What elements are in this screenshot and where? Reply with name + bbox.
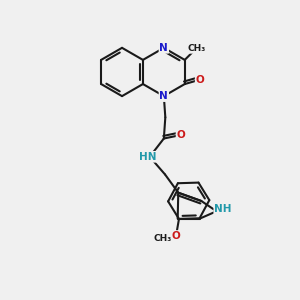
Text: O: O	[176, 130, 185, 140]
Text: O: O	[172, 231, 180, 241]
Text: O: O	[196, 75, 204, 85]
Text: CH₃: CH₃	[153, 234, 171, 243]
Text: NH: NH	[214, 204, 232, 214]
Text: N: N	[160, 43, 168, 53]
Text: HN: HN	[140, 152, 157, 162]
Text: CH₃: CH₃	[187, 44, 205, 53]
Text: N: N	[160, 91, 168, 101]
